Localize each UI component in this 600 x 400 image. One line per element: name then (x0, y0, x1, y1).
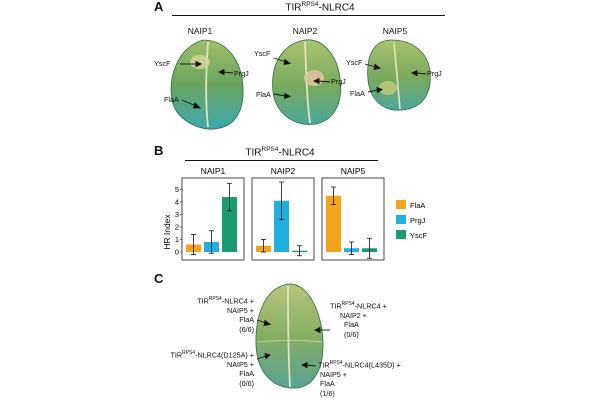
y-tick-5: 5 (175, 185, 179, 194)
c-bottom-right-line2: NAIP5 + (320, 369, 347, 379)
legend-label-yscf: YscF (410, 231, 428, 240)
panel-title-naip2: NAIP2 (271, 166, 296, 176)
leaf1-title: NAIP1 (187, 26, 213, 36)
c-top-left-text: TIRRPS4-NLRC4 + NAIP5 + FlaA (6/6) (179, 295, 254, 334)
leaf1-yscf-label: YscF (154, 59, 171, 68)
y-tick-4: 4 (175, 198, 179, 207)
leaf1-lesion (190, 55, 210, 69)
panel-b-header: TIRRPS4-NLRC4 (245, 146, 315, 159)
legend-swatch-flaa (396, 200, 406, 209)
panel-box-naip2 (251, 177, 315, 261)
panel-title-naip5: NAIP5 (341, 166, 366, 176)
panel-b-letter: B (154, 143, 164, 158)
c-bottom-left-line4: (0/6) (239, 378, 254, 388)
leaf2-lesion (304, 70, 324, 86)
legend-label-flaa: FlaA (410, 201, 425, 210)
panel-a-rule (172, 15, 445, 16)
c-top-left-line2: NAIP5 + (227, 305, 254, 315)
leaf-c-vein (257, 340, 323, 343)
c-bottom-right-line4: (1/6) (320, 388, 335, 398)
c-top-left-line4: (6/6) (239, 324, 254, 334)
panel-a-leaves (170, 39, 431, 130)
y-axis-label: HR Index (162, 214, 172, 250)
legend-label-prgj: PrgJ (410, 216, 426, 225)
panel-c-leaf (255, 283, 330, 389)
leaf1-shape (170, 39, 244, 130)
leaf2-flaa-label: FlaA (256, 90, 271, 99)
c-bottom-right-line3: FlaA (320, 379, 335, 389)
leaf2-title: NAIP2 (292, 26, 318, 36)
c-bottom-left-text: TIRRPS4-NLRC4(D125A) + NAIP5 + FlaA (0/6… (150, 349, 254, 388)
bar-naip5-flaa (326, 195, 341, 252)
leaf1-midrib (205, 41, 209, 128)
c-top-right-line2: NAIP2 + (340, 310, 367, 320)
y-tick-2: 2 (175, 223, 179, 232)
c-top-left-line1: TIRRPS4-NLRC4 + (197, 296, 254, 306)
leaf2-midrib (304, 41, 311, 124)
c-bottom-right-line1: TIRRPS4-NLRC4(L435D) + (318, 360, 401, 370)
panel-box-naip1 (181, 177, 245, 261)
leaf-c-midrib (287, 285, 291, 388)
leaf3-prgj-label: PrgJ (427, 69, 442, 78)
leaf2-prgj-label: PrgJ (331, 77, 346, 86)
c-top-right-line4: (0/6) (344, 329, 359, 339)
y-tick-0: 0 (175, 248, 179, 257)
c-top-right-line1: TIRRPS4-NLRC4 + (330, 301, 387, 311)
leaf3-flaa-label: FlaA (350, 89, 365, 98)
leaf3-yscf-label: YscF (346, 58, 363, 67)
c-top-right-text: TIRRPS4-NLRC4 + NAIP2 + FlaA (0/6) (330, 300, 410, 339)
bar-naip2-prgj (274, 200, 289, 252)
y-tick-3: 3 (175, 210, 179, 219)
bar-naip1-yscf (222, 197, 237, 252)
c-bottom-left-line1: TIRRPS4-NLRC4(D125A) + (170, 350, 254, 360)
panel-c-letter: C (154, 271, 164, 286)
panel-title-naip1: NAIP1 (201, 166, 226, 176)
leaf3-lesion (379, 81, 397, 95)
leaf3-midrib (393, 41, 401, 110)
c-top-right-line3: FlaA (344, 320, 359, 330)
panel-b-rule (185, 160, 378, 161)
panel-a-header: TIRRPS4-NLRC4 (285, 1, 355, 14)
leaf1-flaa-label: FlaA (164, 95, 179, 104)
leaf2-yscf-label: YscF (254, 49, 271, 58)
c-bottom-left-line2: NAIP5 + (227, 359, 254, 369)
c-bottom-left-line3: FlaA (239, 369, 254, 379)
c-top-left-line3: FlaA (239, 315, 254, 325)
panel-a-letter: A (154, 0, 164, 14)
leaf1-prgj-label: PrgJ (234, 69, 249, 78)
leaf3-title: NAIP5 (382, 26, 408, 36)
legend-swatch-prgj (396, 215, 406, 224)
c-bottom-right-text: TIRRPS4-NLRC4(L435D) + NAIP5 + FlaA (1/6… (318, 359, 428, 398)
panel-box-naip5 (321, 177, 385, 261)
leaf-c-shape (255, 283, 324, 389)
y-tick-1: 1 (175, 235, 179, 244)
legend-swatch-yscf (396, 230, 406, 239)
